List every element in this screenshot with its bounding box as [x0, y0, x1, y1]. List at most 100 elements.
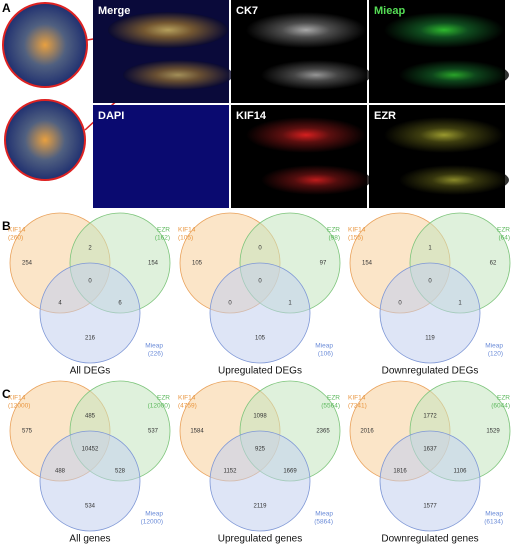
set-name: KIF14 — [8, 227, 26, 234]
region-count: 4 — [58, 301, 62, 307]
set-count: (12000) — [148, 403, 170, 410]
region-count: 62 — [490, 261, 497, 267]
set-name: EZR — [327, 227, 340, 234]
set-name: EZR — [327, 395, 340, 402]
region-count: 1152 — [224, 469, 238, 475]
region-count: 575 — [22, 429, 33, 435]
panel-a: A Merge CK7 Mieap DAPI KIF14 EZR — [2, 0, 509, 208]
set-count: (162) — [155, 235, 170, 242]
region-count: 1106 — [454, 469, 468, 475]
set-name: EZR — [497, 395, 510, 402]
region-count: 1584 — [190, 429, 204, 435]
set-count: (120) — [488, 351, 503, 358]
tissue-signal — [108, 12, 228, 48]
region-count: 105 — [255, 336, 266, 342]
region-count: 10452 — [82, 447, 99, 453]
region-count: 1577 — [423, 504, 437, 510]
zoom-inset — [4, 99, 86, 181]
set-name: KIF14 — [8, 395, 26, 402]
region-count: 254 — [22, 261, 33, 267]
image-label: Mieap — [374, 5, 405, 17]
image-label: Merge — [98, 5, 130, 17]
region-count: 2 — [88, 246, 92, 252]
region-count: 485 — [85, 414, 96, 420]
region-count: 97 — [320, 261, 327, 267]
set-count: (64) — [498, 235, 510, 242]
venn-set — [39, 262, 141, 364]
panel-letter: C — [2, 387, 11, 401]
region-count: 6 — [118, 301, 122, 307]
set-name: EZR — [157, 395, 170, 402]
venn-set — [39, 430, 141, 532]
region-count: 1772 — [423, 414, 437, 420]
set-count: (7241) — [348, 403, 367, 410]
set-name: Mieap — [485, 343, 503, 350]
tissue-signal — [261, 60, 371, 90]
region-count: 534 — [85, 504, 96, 510]
set-name: KIF14 — [178, 227, 196, 234]
image-label: KIF14 — [236, 110, 267, 122]
set-name: KIF14 — [348, 227, 366, 234]
region-count: 0 — [428, 279, 432, 285]
tissue-signal — [261, 165, 371, 195]
tissue-signal — [123, 60, 233, 90]
region-count: 1669 — [283, 469, 297, 475]
region-count: 1 — [288, 301, 292, 307]
venn-caption: All DEGs — [70, 366, 111, 377]
venn-set — [209, 430, 311, 532]
set-count: (6134) — [484, 519, 503, 526]
region-count: 488 — [55, 469, 66, 475]
venn-set — [379, 430, 481, 532]
venn-caption: All genes — [69, 534, 110, 545]
region-count: 0 — [258, 279, 262, 285]
venn-caption: Downregulated DEGs — [382, 366, 479, 377]
set-count: (5564) — [321, 403, 340, 410]
tissue-signal — [246, 12, 366, 48]
region-count: 537 — [148, 429, 159, 435]
image-label: EZR — [374, 110, 396, 122]
region-count: 0 — [228, 301, 232, 307]
zoom-inset — [2, 2, 88, 88]
region-count: 119 — [425, 336, 435, 342]
region-count: 1637 — [423, 447, 437, 453]
region-count: 2365 — [316, 429, 330, 435]
panel-letter: A — [2, 1, 11, 15]
set-count: (155) — [348, 235, 363, 242]
tissue-signal — [246, 117, 366, 153]
region-count: 1529 — [486, 429, 500, 435]
set-count: (226) — [148, 351, 163, 358]
venn-set — [379, 262, 481, 364]
image-label: DAPI — [98, 110, 124, 122]
set-name: Mieap — [485, 511, 503, 518]
region-count: 528 — [115, 469, 126, 475]
set-name: EZR — [497, 227, 510, 234]
region-count: 1 — [458, 301, 462, 307]
set-name: Mieap — [145, 343, 163, 350]
set-name: Mieap — [315, 343, 333, 350]
set-count: (5864) — [314, 519, 333, 526]
panel-letter: B — [2, 219, 11, 233]
region-count: 216 — [85, 336, 96, 342]
set-count: (260) — [8, 235, 23, 242]
venn-set — [209, 262, 311, 364]
region-count: 1816 — [393, 469, 407, 475]
region-count: 0 — [258, 246, 262, 252]
region-count: 925 — [255, 447, 266, 453]
tissue-signal — [399, 165, 509, 195]
set-name: KIF14 — [348, 395, 366, 402]
set-name: KIF14 — [178, 395, 196, 402]
venn-caption: Upregulated genes — [218, 534, 303, 545]
set-count: (98) — [328, 235, 340, 242]
region-count: 154 — [148, 261, 159, 267]
set-name: EZR — [157, 227, 170, 234]
set-count: (12000) — [141, 519, 163, 526]
set-count: (4759) — [178, 403, 197, 410]
region-count: 0 — [398, 301, 402, 307]
region-count: 154 — [362, 261, 373, 267]
set-count: (6044) — [491, 403, 510, 410]
set-name: Mieap — [315, 511, 333, 518]
region-count: 2016 — [360, 429, 374, 435]
tissue-signal — [384, 12, 504, 48]
region-count: 105 — [192, 261, 203, 267]
